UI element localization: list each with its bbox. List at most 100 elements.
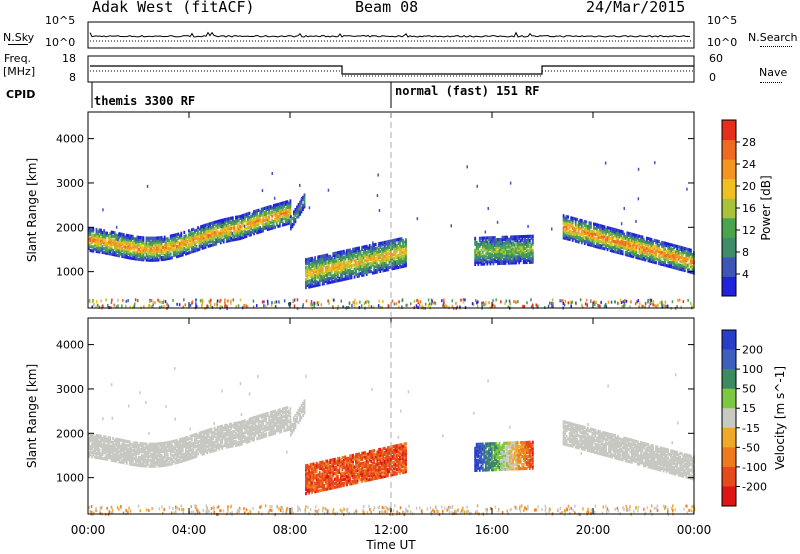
power-cell xyxy=(481,258,484,262)
velocity-cell xyxy=(118,440,121,444)
power-cell xyxy=(394,256,397,260)
power-cell xyxy=(495,256,498,260)
power-cell xyxy=(590,229,592,233)
power-cell xyxy=(633,233,636,237)
power-cell xyxy=(320,258,323,262)
velocity-cell xyxy=(178,456,181,460)
power-cell xyxy=(599,228,601,232)
power-cell xyxy=(525,240,528,244)
power-cell xyxy=(172,253,175,257)
power-cell xyxy=(254,223,257,227)
power-cell xyxy=(361,273,363,277)
power-cell xyxy=(121,238,124,242)
power-cell xyxy=(136,257,139,261)
power-cell xyxy=(209,222,211,226)
velocity-cell xyxy=(236,427,239,431)
velocity-cell xyxy=(157,460,160,464)
velocity-cell xyxy=(160,448,163,452)
power-panel-frame xyxy=(87,111,695,309)
power-cell xyxy=(266,217,269,222)
power-cell xyxy=(353,263,356,267)
power-cell xyxy=(506,251,508,255)
power-cell xyxy=(394,246,397,250)
power-cell xyxy=(494,244,496,248)
velocity-cell xyxy=(201,430,204,434)
power-cell xyxy=(640,237,642,241)
velocity-cell xyxy=(104,449,107,453)
power-cell xyxy=(185,240,187,244)
power-cell xyxy=(362,253,365,257)
velocity-cell xyxy=(112,452,114,457)
power-cell xyxy=(151,240,154,244)
power-cell xyxy=(95,245,98,249)
power-cell xyxy=(194,243,196,247)
power-cell xyxy=(488,236,490,240)
power-cell xyxy=(329,260,332,264)
velocity-cell xyxy=(227,445,230,449)
power-cell xyxy=(494,236,496,240)
power-cell xyxy=(340,262,342,266)
power-cell xyxy=(154,256,157,260)
power-cell xyxy=(402,258,404,262)
power-clutter xyxy=(252,305,255,309)
power-cell xyxy=(568,221,571,225)
power-cell xyxy=(481,246,484,250)
power-cell xyxy=(326,279,329,283)
power-cell xyxy=(341,262,344,266)
power-cell xyxy=(233,226,236,230)
velocity-cell xyxy=(228,438,231,443)
power-cell xyxy=(674,260,677,264)
velocity-cell xyxy=(191,444,193,448)
velocity-cell xyxy=(147,450,149,454)
velocity-cell xyxy=(225,433,228,437)
power-cell xyxy=(528,240,531,244)
power-isolated xyxy=(273,196,276,200)
power-clutter xyxy=(567,301,570,305)
power-cell xyxy=(94,243,96,247)
power-cell xyxy=(309,271,312,275)
power-cell xyxy=(400,247,403,251)
velocity-cell xyxy=(201,436,204,440)
power-cell xyxy=(630,232,633,236)
power-cell xyxy=(341,270,344,274)
power-cell xyxy=(95,227,98,232)
power-cell xyxy=(685,247,688,251)
power-cell xyxy=(215,220,218,224)
power-cell xyxy=(484,246,487,250)
power-cell xyxy=(649,257,651,261)
power-cell xyxy=(332,264,335,268)
power-cell xyxy=(148,244,151,248)
power-cell xyxy=(257,222,260,226)
power-cell xyxy=(306,257,309,261)
power-cell xyxy=(591,243,594,248)
power-cell xyxy=(674,256,677,260)
power-cell xyxy=(299,200,301,204)
power-cell xyxy=(236,217,239,221)
power-clutter xyxy=(405,303,408,307)
power-cell xyxy=(231,222,234,226)
power-cell xyxy=(617,236,619,241)
velocity-cell xyxy=(209,438,211,442)
power-cell xyxy=(314,268,316,272)
power-cell xyxy=(330,274,333,278)
velocity-cell xyxy=(212,447,214,451)
power-cell xyxy=(315,261,318,265)
power-cell xyxy=(166,247,169,251)
power-cell xyxy=(350,256,353,260)
power-isolated xyxy=(115,225,118,229)
power-cell xyxy=(359,258,362,262)
power-cell xyxy=(488,246,490,250)
power-cell xyxy=(235,219,237,223)
power-cell xyxy=(91,233,93,237)
power-cell xyxy=(241,222,243,226)
velocity-cell xyxy=(210,431,213,435)
power-cell xyxy=(396,264,398,268)
velocity-cell xyxy=(153,442,155,446)
power-cell xyxy=(365,268,368,272)
power-cell xyxy=(180,243,183,247)
power-cell xyxy=(107,248,110,252)
velocity-cell xyxy=(213,442,216,446)
power-clutter xyxy=(100,299,102,303)
velocity-cell xyxy=(119,446,122,450)
velocity-cell xyxy=(144,464,146,468)
